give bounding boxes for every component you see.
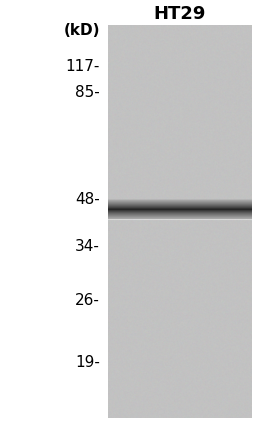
Text: HT29: HT29 [153, 5, 205, 23]
Text: 26-: 26- [75, 293, 100, 308]
Text: 19-: 19- [75, 355, 100, 370]
Text: (kD): (kD) [63, 23, 100, 37]
Text: 48-: 48- [75, 192, 100, 207]
Text: 117-: 117- [66, 59, 100, 74]
Text: 34-: 34- [75, 239, 100, 254]
Text: 85-: 85- [75, 85, 100, 100]
